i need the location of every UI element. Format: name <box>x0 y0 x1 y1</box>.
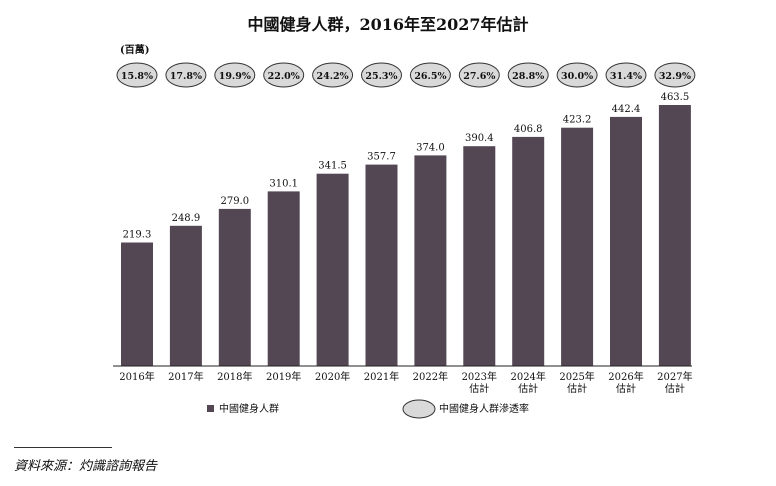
rate-ellipse <box>409 62 451 88</box>
rate-ellipse <box>214 62 256 88</box>
bar-value-label: 310.1 <box>269 178 298 189</box>
bar-value-label: 341.5 <box>318 161 347 172</box>
rate-ellipse <box>165 62 207 88</box>
bar <box>169 225 202 366</box>
bar <box>267 191 300 366</box>
rate-ellipse <box>507 62 549 88</box>
legend-marker-rate <box>402 399 436 419</box>
bar-value-label: 357.7 <box>367 152 396 163</box>
x-tick-label: 估計 <box>616 382 636 395</box>
rate-label: 17.8% <box>170 71 202 82</box>
legend-marker-bar <box>207 405 214 412</box>
rate-label: 24.2% <box>317 71 349 82</box>
rate-label: 15.8% <box>121 71 153 82</box>
bar <box>463 146 496 366</box>
bar-value-label: 423.2 <box>563 115 592 126</box>
source-divider <box>14 447 112 448</box>
bar <box>365 164 398 366</box>
legend: 中國健身人群 中國健身人群滲透率 <box>207 399 529 419</box>
rate-label: 28.8% <box>512 71 544 82</box>
x-tick-label: 估計 <box>518 382 538 395</box>
bar <box>512 136 545 366</box>
rate-label: 25.3% <box>365 71 397 82</box>
rate-label: 22.0% <box>268 71 300 82</box>
x-tick-label: 估計 <box>567 382 587 395</box>
x-tick-label: 2017年 <box>168 370 203 383</box>
rate-ellipse <box>116 62 158 88</box>
x-tick-label: 2026年 <box>608 370 643 383</box>
x-tick-label: 估計 <box>469 382 489 395</box>
x-tick-label: 2022年 <box>413 370 448 383</box>
rate-label: 32.9% <box>659 71 691 82</box>
rate-ellipse <box>263 62 305 88</box>
rate-label: 31.4% <box>610 71 642 82</box>
unit-label: (百萬) <box>120 43 149 56</box>
x-tick-label: 2025年 <box>559 370 594 383</box>
x-tick-label: 估計 <box>665 382 685 395</box>
bar <box>218 208 251 366</box>
bar <box>316 173 349 366</box>
rate-label: 27.6% <box>463 71 495 82</box>
rate-ellipse <box>654 62 696 88</box>
bar <box>658 105 691 366</box>
x-tick-label: 2018年 <box>217 370 252 383</box>
bars: 219.3 248.9 279.0 310.1 341.5 357.7 374.0 390.4… <box>121 92 691 367</box>
rate-label: 30.0% <box>561 71 593 82</box>
x-tick-label: 2021年 <box>364 370 399 383</box>
bar <box>414 155 447 366</box>
source-note: 資料來源：灼識諮詢報告 <box>14 459 158 474</box>
rate-ellipse <box>458 62 500 88</box>
bar-value-label: 219.3 <box>123 230 152 241</box>
bar-value-label: 279.0 <box>220 196 249 207</box>
bar-value-label: 406.8 <box>514 124 543 135</box>
x-tick-label: 2024年 <box>510 370 545 383</box>
bar-value-label: 463.5 <box>661 92 690 103</box>
rate-ellipse <box>361 62 402 88</box>
chart-title: 中國健身人群，2016年至2027年估計 <box>247 15 528 34</box>
bar-value-label: 374.0 <box>416 142 445 153</box>
x-tick-label: 2020年 <box>315 370 350 383</box>
x-tick-label: 2016年 <box>119 370 154 383</box>
bar <box>121 242 153 366</box>
rate-ellipse <box>312 62 354 88</box>
x-tick-label: 2027年 <box>657 370 692 383</box>
bar-value-label: 442.4 <box>612 104 641 115</box>
rate-ellipse <box>556 62 598 88</box>
bar <box>561 127 594 366</box>
legend-label-bar: 中國健身人群 <box>219 402 279 415</box>
rate-label: 26.5% <box>414 71 446 82</box>
bar-value-label: 390.4 <box>465 133 494 144</box>
bar-value-label: 248.9 <box>172 213 201 224</box>
rate-label: 19.9% <box>219 71 251 82</box>
legend-label-rate: 中國健身人群滲透率 <box>439 402 529 415</box>
penetration-rates: 15.8% 17.8% 19.9% 22.0% 24.2% 25.3% 26.5% 27.6%… <box>116 62 696 88</box>
x-tick-label: 2023年 <box>462 370 497 383</box>
bar <box>610 116 642 367</box>
rate-ellipse <box>605 62 647 88</box>
x-tick-label: 2019年 <box>266 370 301 383</box>
x-ticks: 2016年 2017年 2018年 2019年 2020年 2021年 2022年 2023年… <box>119 370 692 395</box>
